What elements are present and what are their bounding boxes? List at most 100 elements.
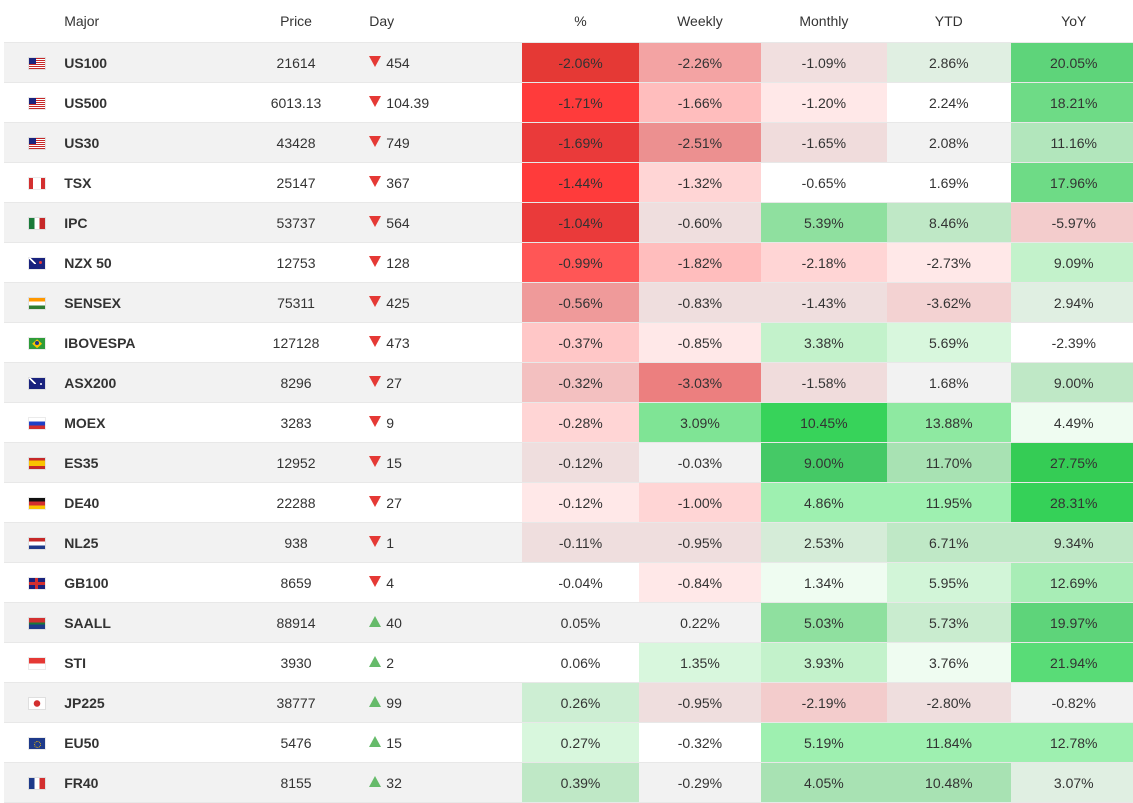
monthly-cell: 5.39% xyxy=(761,203,887,243)
index-name[interactable]: NL25 xyxy=(64,535,98,551)
weekly-value: -1.00% xyxy=(678,495,722,511)
weekly-value: -1.32% xyxy=(678,175,722,191)
ytd-cell: 13.88% xyxy=(887,403,1010,443)
name-cell[interactable]: DE40 xyxy=(62,483,223,523)
index-name[interactable]: JP225 xyxy=(64,695,104,711)
day-change-value: 564 xyxy=(386,215,409,231)
name-cell[interactable]: ASX200 xyxy=(62,363,223,403)
monthly-cell: 5.19% xyxy=(761,723,887,763)
weekly-value: -0.60% xyxy=(678,215,722,231)
name-cell[interactable]: JP225 xyxy=(62,683,223,723)
index-name[interactable]: US100 xyxy=(64,55,107,71)
name-cell[interactable]: GB100 xyxy=(62,563,223,603)
pct-cell: -0.12% xyxy=(522,483,639,523)
yoy-value: 20.05% xyxy=(1050,55,1097,71)
price-cell: 5476 xyxy=(223,723,370,763)
name-cell[interactable]: IPC xyxy=(62,203,223,243)
pct-value: -1.04% xyxy=(558,215,602,231)
name-cell[interactable]: EU50 xyxy=(62,723,223,763)
pct-cell: -0.28% xyxy=(522,403,639,443)
column-header-major[interactable]: Major xyxy=(62,0,223,43)
column-header-price[interactable]: Price xyxy=(223,0,370,43)
name-cell[interactable]: US500 xyxy=(62,83,223,123)
monthly-cell: 3.93% xyxy=(761,643,887,683)
name-cell[interactable]: NL25 xyxy=(62,523,223,563)
index-name[interactable]: EU50 xyxy=(64,735,99,751)
index-name[interactable]: ASX200 xyxy=(64,375,116,391)
monthly-value: 4.05% xyxy=(804,775,844,791)
name-cell[interactable]: MOEX xyxy=(62,403,223,443)
index-name[interactable]: STI xyxy=(64,655,86,671)
index-name[interactable]: SENSEX xyxy=(64,295,121,311)
name-cell[interactable]: IBOVESPA xyxy=(62,323,223,363)
name-cell[interactable]: TSX xyxy=(62,163,223,203)
name-cell[interactable]: SAALL xyxy=(62,603,223,643)
index-name[interactable]: GB100 xyxy=(64,575,108,591)
price-value: 8155 xyxy=(280,775,311,791)
weekly-cell: -2.26% xyxy=(639,43,760,83)
ytd-cell: 11.84% xyxy=(887,723,1010,763)
down-arrow-icon xyxy=(369,496,381,507)
yoy-cell: -2.39% xyxy=(1011,323,1133,363)
index-name[interactable]: US30 xyxy=(64,135,99,151)
name-cell[interactable]: US30 xyxy=(62,123,223,163)
yoy-cell: 28.31% xyxy=(1011,483,1133,523)
name-cell[interactable]: NZX 50 xyxy=(62,243,223,283)
index-name[interactable]: ES35 xyxy=(64,455,98,471)
name-cell[interactable]: STI xyxy=(62,643,223,683)
br-flag-icon xyxy=(29,338,45,349)
column-header-pct[interactable]: % xyxy=(522,0,639,43)
price-cell: 3930 xyxy=(223,643,370,683)
index-name[interactable]: DE40 xyxy=(64,495,99,511)
flag-cell xyxy=(4,443,62,483)
yoy-value: -0.82% xyxy=(1052,695,1096,711)
index-name[interactable]: IBOVESPA xyxy=(64,335,135,351)
index-name[interactable]: IPC xyxy=(64,215,87,231)
ytd-value: 13.88% xyxy=(925,415,972,431)
name-cell[interactable]: FR40 xyxy=(62,763,223,803)
day-change-value: 27 xyxy=(386,495,402,511)
down-arrow-icon xyxy=(369,176,381,187)
column-header-monthly[interactable]: Monthly xyxy=(761,0,887,43)
name-cell[interactable]: US100 xyxy=(62,43,223,83)
index-name[interactable]: NZX 50 xyxy=(64,255,111,271)
index-name[interactable]: SAALL xyxy=(64,615,111,631)
name-cell[interactable]: ES35 xyxy=(62,443,223,483)
column-header-ytd[interactable]: YTD xyxy=(887,0,1010,43)
monthly-cell: 1.34% xyxy=(761,563,887,603)
name-cell[interactable]: SENSEX xyxy=(62,283,223,323)
weekly-cell: -0.03% xyxy=(639,443,760,483)
index-name[interactable]: MOEX xyxy=(64,415,105,431)
column-header-weekly[interactable]: Weekly xyxy=(639,0,760,43)
day-change-value: 15 xyxy=(386,455,402,471)
index-name[interactable]: TSX xyxy=(64,175,91,191)
za-flag-icon xyxy=(29,618,45,629)
down-arrow-icon xyxy=(369,536,381,547)
index-name[interactable]: FR40 xyxy=(64,775,98,791)
column-header-yoy[interactable]: YoY xyxy=(1011,0,1133,43)
pct-cell: -0.04% xyxy=(522,563,639,603)
column-header-day[interactable]: Day xyxy=(369,0,522,43)
index-name[interactable]: US500 xyxy=(64,95,107,111)
yoy-cell: 18.21% xyxy=(1011,83,1133,123)
nz-flag-icon xyxy=(29,258,45,269)
